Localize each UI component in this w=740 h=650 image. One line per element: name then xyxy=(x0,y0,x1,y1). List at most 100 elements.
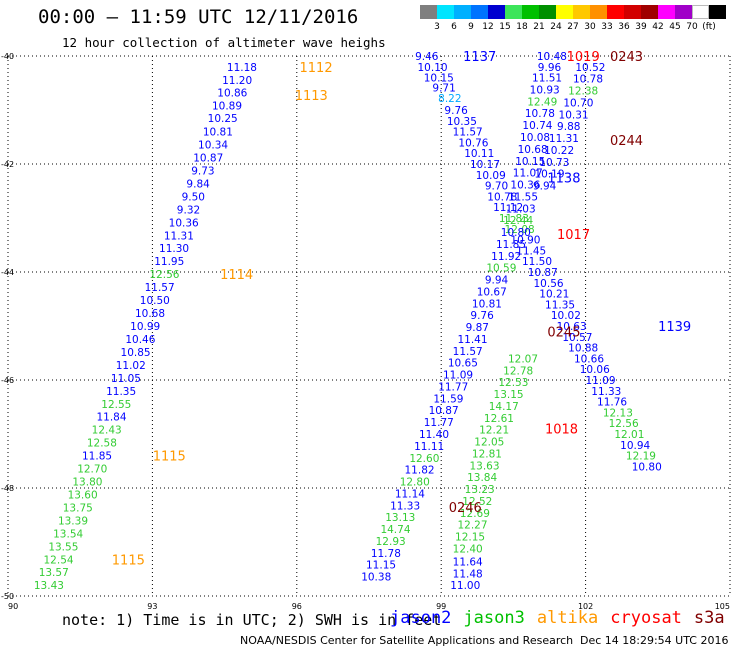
legend-label: 33 xyxy=(601,22,613,32)
swh-value: 10.81 xyxy=(472,298,502,310)
swh-value: 12.15 xyxy=(455,532,485,544)
swh-value: 13.63 xyxy=(469,460,499,472)
legend-label: 24 xyxy=(550,22,562,32)
time-label: 1115 xyxy=(112,553,145,568)
time-label: 1139 xyxy=(658,320,691,335)
chart-subtitle: 12 hour collection of altimeter wave hei… xyxy=(62,35,386,50)
legend-swatch xyxy=(556,5,573,19)
swh-value: 12.78 xyxy=(503,365,533,377)
legend-label: 70 xyxy=(686,22,698,32)
swh-value: 13.57 xyxy=(39,567,69,579)
swh-value: 11.50 xyxy=(522,256,552,268)
swh-value: 10.74 xyxy=(522,120,552,132)
swh-value: 9.76 xyxy=(444,105,468,117)
swh-value: 12.07 xyxy=(508,353,538,365)
swh-value: 10.22 xyxy=(544,145,574,157)
swh-value: 13.39 xyxy=(58,515,88,527)
swh-value: 11.20 xyxy=(222,75,252,87)
legend-label: 18 xyxy=(516,22,528,32)
generated-timestamp: Dec 14 18:29:54 UTC 2016 xyxy=(580,634,729,647)
legend-swatch xyxy=(641,5,658,19)
swh-value: 12.13 xyxy=(603,407,633,419)
legend-swatch xyxy=(505,5,522,19)
swh-value: 12.81 xyxy=(472,448,502,460)
swh-value: 11.92 xyxy=(491,251,521,263)
swh-value: 12.44 xyxy=(503,215,533,227)
swh-value: 11.55 xyxy=(508,191,538,203)
swh-value: 11.57 xyxy=(453,127,483,139)
swh-value: 11.48 xyxy=(453,568,483,580)
swh-value: 10.02 xyxy=(551,310,581,322)
swh-value: 11.85 xyxy=(82,451,112,463)
swh-value: 11.84 xyxy=(96,412,126,424)
grid-lines xyxy=(7,55,731,597)
time-label: 0244 xyxy=(610,134,643,149)
time-label: 0243 xyxy=(610,50,643,65)
swh-value: 10.88 xyxy=(568,343,598,355)
swh-value: 11.95 xyxy=(154,256,184,268)
swh-value: 12.19 xyxy=(626,451,656,463)
swh-value: 12.40 xyxy=(453,543,483,555)
swh-value: 10.87 xyxy=(429,405,459,417)
swh-value: 12.80 xyxy=(400,477,430,489)
legend-swatch xyxy=(692,5,709,19)
legend-swatch xyxy=(607,5,624,19)
time-label: 1115 xyxy=(153,450,186,465)
y-tick-label: -44 xyxy=(1,268,14,277)
axis-ticks: 90 93 96 99 102 105 -40 -42 -44 -46 -48 -50 xyxy=(1,52,730,610)
swh-value: 11.57 xyxy=(453,346,483,358)
swh-value: 10.17 xyxy=(470,159,500,171)
swh-value: 10.50 xyxy=(140,295,170,307)
legend-label: 39 xyxy=(635,22,647,32)
swh-value: 10.06 xyxy=(580,364,610,376)
swh-value: 10.59 xyxy=(486,263,516,275)
swh-value: 9.46 xyxy=(415,51,439,63)
swh-value: 9.96 xyxy=(538,62,562,74)
swh-value: 11.09 xyxy=(585,375,615,387)
swh-value: 12.54 xyxy=(44,554,74,566)
swh-value: 10.94 xyxy=(620,440,650,452)
swh-value: 10.87 xyxy=(193,153,223,165)
swh-value: 13.43 xyxy=(34,580,64,592)
swh-value: 12.61 xyxy=(484,413,514,425)
y-tick-label: -50 xyxy=(1,592,14,601)
legend-swatch xyxy=(624,5,641,19)
swh-value: 10.78 xyxy=(487,191,517,203)
swh-value: 14.74 xyxy=(380,524,410,536)
x-tick-label: 105 xyxy=(715,602,730,610)
legend-swatch xyxy=(454,5,471,19)
y-tick-label: -40 xyxy=(1,52,14,61)
swh-value: 10.99 xyxy=(130,321,160,333)
swh-value: 11.78 xyxy=(371,548,401,560)
chart-title: 00:00 – 11:59 UTC 12/11/2016 xyxy=(38,6,359,28)
swh-value: 10.08 xyxy=(520,132,550,144)
legend-label: 21 xyxy=(533,22,545,32)
legend-swatch xyxy=(471,5,488,19)
swh-value: 12.43 xyxy=(92,425,122,437)
swh-value: 12.60 xyxy=(409,453,439,465)
swh-value: 8.22 xyxy=(438,93,461,105)
swh-value: 12.56 xyxy=(149,269,179,281)
swh-value: 11.33 xyxy=(591,386,621,398)
legend-label: 45 xyxy=(669,22,681,32)
swh-value: 10.36 xyxy=(510,180,540,192)
x-tick-label: 96 xyxy=(292,602,302,610)
swh-value: 10.48 xyxy=(537,51,567,63)
swh-value: 9.32 xyxy=(177,204,200,216)
x-tick-label: 93 xyxy=(147,602,157,610)
swh-value: 10.73 xyxy=(539,157,569,169)
swh-value: 9.76 xyxy=(470,310,494,322)
swh-value: 13.15 xyxy=(494,389,524,401)
swh-value: 12.27 xyxy=(457,520,487,532)
swh-value: 11.00 xyxy=(450,580,480,592)
swh-value: 10.15 xyxy=(515,156,545,168)
swh-value: 10.67 xyxy=(477,286,507,298)
swh-value: 10.80 xyxy=(632,461,662,473)
swh-value: 13.54 xyxy=(53,528,83,540)
swh-value: 9.94 xyxy=(485,275,509,287)
legend-swatch xyxy=(539,5,556,19)
legend-label: (ft) xyxy=(702,22,716,32)
time-label: 1018 xyxy=(545,423,578,438)
legend-swatch xyxy=(488,5,505,19)
swh-value: 10.10 xyxy=(418,62,448,74)
